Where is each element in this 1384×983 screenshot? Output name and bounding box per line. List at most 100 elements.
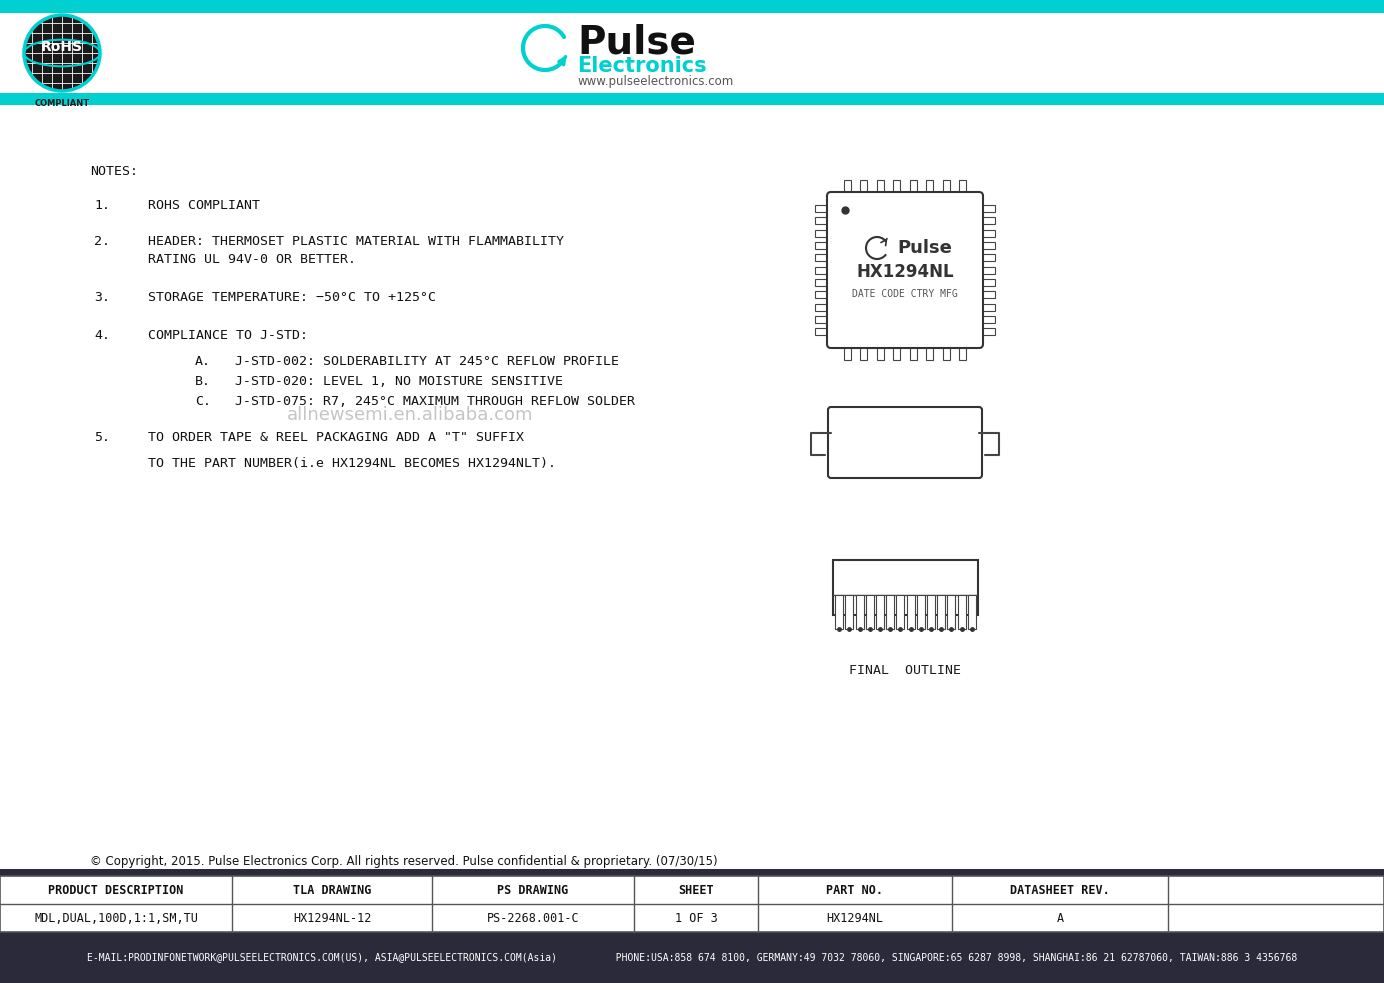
Text: Pulse: Pulse [897, 239, 952, 257]
Text: allnewsemi.en.alibaba.com: allnewsemi.en.alibaba.com [286, 406, 533, 424]
Bar [926, 180, 933, 196]
Text: A.: A. [195, 355, 210, 368]
FancyBboxPatch shape [828, 407, 983, 478]
Bar [815, 229, 830, 237]
Bar [815, 266, 830, 273]
Bar [897, 595, 904, 629]
Bar [978, 279, 995, 286]
Text: PRODUCT DESCRIPTION: PRODUCT DESCRIPTION [48, 884, 184, 896]
Text: TO THE PART NUMBER(i.e HX1294NL BECOMES HX1294NLT).: TO THE PART NUMBER(i.e HX1294NL BECOMES … [148, 457, 556, 470]
Text: ROHS COMPLIANT: ROHS COMPLIANT [148, 199, 260, 212]
Text: 1.: 1. [94, 199, 109, 212]
Bar [815, 255, 830, 261]
Text: COMPLIANCE TO J-STD:: COMPLIANCE TO J-STD: [148, 329, 309, 342]
Bar [855, 595, 864, 629]
Bar [948, 595, 955, 629]
Bar [815, 316, 830, 322]
Bar [0, 932, 1384, 983]
Text: HX1294NL: HX1294NL [826, 911, 883, 924]
Bar [958, 595, 966, 629]
Bar [886, 595, 894, 629]
Text: J-STD-020: LEVEL 1, NO MOISTURE SENSITIVE: J-STD-020: LEVEL 1, NO MOISTURE SENSITIV… [235, 375, 563, 388]
Text: Electronics: Electronics [577, 56, 707, 76]
Text: 2.: 2. [94, 235, 109, 248]
Bar [926, 344, 933, 360]
Bar [0, 13, 1384, 93]
Bar [927, 595, 936, 629]
Text: 4.: 4. [94, 329, 109, 342]
Text: TLA DRAWING: TLA DRAWING [293, 884, 371, 896]
Bar [978, 291, 995, 298]
Text: Pulse: Pulse [577, 24, 696, 62]
Text: RATING UL 94V-0 OR BETTER.: RATING UL 94V-0 OR BETTER. [148, 253, 356, 266]
Bar [815, 242, 830, 249]
Bar [978, 328, 995, 335]
Bar [978, 217, 995, 224]
Bar [978, 266, 995, 273]
Text: HEADER: THERMOSET PLASTIC MATERIAL WITH FLAMMABILITY: HEADER: THERMOSET PLASTIC MATERIAL WITH … [148, 235, 565, 248]
Bar [0, 0, 1384, 13]
Bar [846, 595, 854, 629]
Bar [0, 93, 1384, 105]
Bar [0, 876, 1384, 932]
Bar [876, 595, 884, 629]
Bar [907, 595, 915, 629]
Bar [877, 344, 884, 360]
Bar [967, 595, 976, 629]
Text: MDL,DUAL,100D,1:1,SM,TU: MDL,DUAL,100D,1:1,SM,TU [35, 911, 198, 924]
Bar [844, 180, 851, 196]
Bar [916, 595, 925, 629]
Bar [866, 595, 873, 629]
Bar [815, 217, 830, 224]
Text: J-STD-075: R7, 245°C MAXIMUM THROUGH REFLOW SOLDER: J-STD-075: R7, 245°C MAXIMUM THROUGH REF… [235, 395, 635, 408]
Text: DATASHEET REV.: DATASHEET REV. [1010, 884, 1110, 896]
Bar [877, 180, 884, 196]
Bar [937, 595, 945, 629]
Bar [978, 255, 995, 261]
Bar [909, 180, 916, 196]
FancyBboxPatch shape [828, 192, 983, 348]
Text: © Copyright, 2015. Pulse Electronics Corp. All rights reserved. Pulse confidenti: © Copyright, 2015. Pulse Electronics Cor… [90, 855, 718, 868]
Text: TO ORDER TAPE & REEL PACKAGING ADD A "T" SUFFIX: TO ORDER TAPE & REEL PACKAGING ADD A "T"… [148, 431, 525, 444]
Bar [861, 180, 868, 196]
Text: E-MAIL:PRODINFONETWORK@PULSEELECTRONICS.COM(US), ASIA@PULSEELECTRONICS.COM(Asia): E-MAIL:PRODINFONETWORK@PULSEELECTRONICS.… [87, 953, 1297, 962]
Bar [844, 344, 851, 360]
Text: PS DRAWING: PS DRAWING [497, 884, 569, 896]
Text: 3.: 3. [94, 291, 109, 304]
Bar [861, 344, 868, 360]
Circle shape [24, 15, 100, 91]
Text: B.: B. [195, 375, 210, 388]
Text: A: A [1056, 911, 1063, 924]
Text: C.: C. [195, 395, 210, 408]
Bar [978, 316, 995, 322]
Text: HX1294NL: HX1294NL [857, 263, 954, 281]
Bar [815, 304, 830, 311]
Bar [943, 344, 949, 360]
Bar [978, 242, 995, 249]
Text: DATE CODE CTRY MFG: DATE CODE CTRY MFG [853, 289, 958, 299]
Bar [978, 229, 995, 237]
Bar [0, 869, 1384, 876]
Bar [959, 180, 966, 196]
Text: 5.: 5. [94, 431, 109, 444]
Text: FINAL  OUTLINE: FINAL OUTLINE [848, 664, 960, 677]
Bar [978, 204, 995, 211]
Bar [835, 595, 843, 629]
Text: COMPLIANT: COMPLIANT [35, 99, 90, 108]
Bar [815, 291, 830, 298]
Text: PART NO.: PART NO. [826, 884, 883, 896]
Text: 1 OF 3: 1 OF 3 [674, 911, 717, 924]
Text: STORAGE TEMPERATURE: −50°C TO +125°C: STORAGE TEMPERATURE: −50°C TO +125°C [148, 291, 436, 304]
Bar [943, 180, 949, 196]
Text: www.pulseelectronics.com: www.pulseelectronics.com [577, 75, 734, 87]
Bar [815, 328, 830, 335]
Bar [893, 344, 900, 360]
Text: PS-2268.001-C: PS-2268.001-C [487, 911, 580, 924]
Text: HX1294NL-12: HX1294NL-12 [293, 911, 371, 924]
Text: NOTES:: NOTES: [90, 165, 138, 178]
Bar [978, 304, 995, 311]
Bar [0, 876, 1384, 932]
Bar [833, 560, 978, 615]
Text: RoHS: RoHS [42, 40, 83, 54]
Bar [909, 344, 916, 360]
